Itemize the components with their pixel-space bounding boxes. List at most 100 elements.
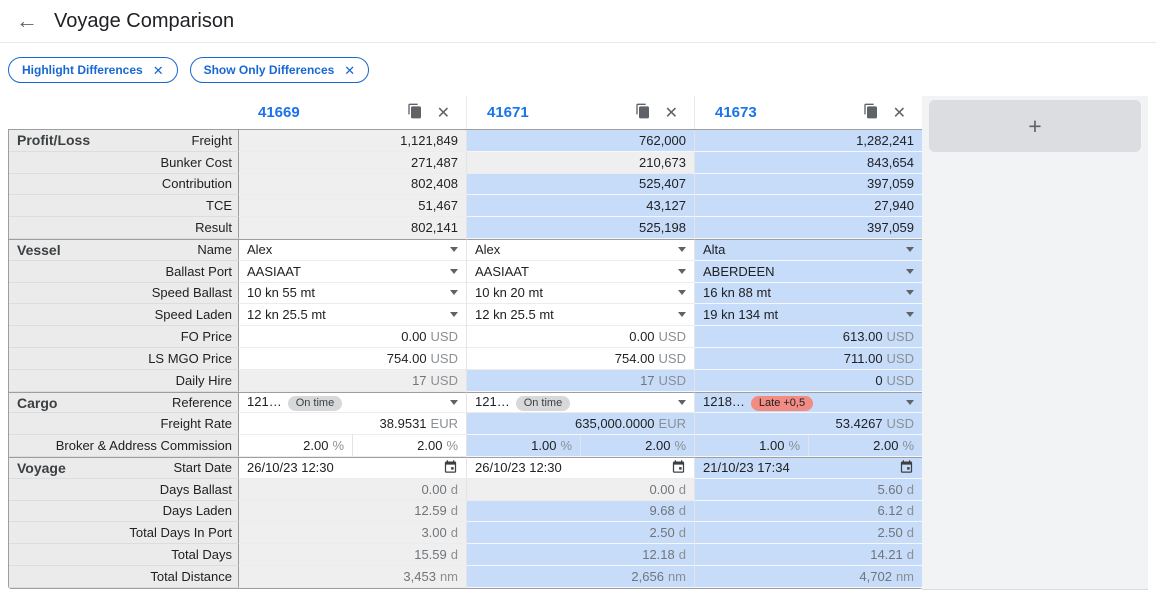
speed-laden-41669[interactable]: 12 kn 25.5 mt [238, 304, 466, 327]
late-badge: Late +0,5 [750, 396, 814, 412]
chevron-down-icon [450, 312, 458, 318]
value-text: 0.00 [421, 481, 447, 497]
row-label-text: Freight [191, 132, 232, 148]
fo-price-41673[interactable]: 613.00 USD [694, 326, 922, 348]
value-wrap: 14.21 d [703, 547, 914, 562]
speed-laden-41671[interactable]: 12 kn 25.5 mt [466, 304, 694, 327]
total-days-41669: 15.59 d [238, 544, 466, 566]
address-commission-41673[interactable]: 2.00% [808, 435, 922, 456]
chevron-down-icon [450, 247, 458, 253]
column-header-41671: 41671 ✕ [466, 96, 694, 129]
start-date-41669[interactable]: 26/10/23 12:30 [238, 456, 466, 479]
copy-column-button[interactable] [861, 101, 881, 124]
name-41671[interactable]: Alex [466, 238, 694, 261]
value-text: 14.21 [870, 547, 903, 563]
column-header-41673: 41673 ✕ [694, 96, 922, 129]
chip-highlight-differences[interactable]: Highlight Differences ✕ [8, 57, 178, 83]
speed-laden-41673[interactable]: 19 kn 134 mt [694, 304, 922, 327]
broker-commission-41673[interactable]: 1.00% [695, 435, 808, 456]
calendar-icon[interactable] [443, 459, 458, 477]
copy-column-button[interactable] [405, 101, 425, 124]
chip-show-only-differences-label: Show Only Differences [203, 63, 335, 77]
copy-column-button[interactable] [633, 101, 653, 124]
reference-41673[interactable]: 1218… Late +0,5 [694, 391, 922, 414]
chevron-down-icon [678, 399, 686, 405]
value-text: 397,059 [867, 220, 914, 236]
selected-value: ABERDEEN [703, 263, 775, 279]
daily-hire-41671: 17 USD [466, 369, 694, 392]
close-column-button[interactable]: ✕ [653, 101, 680, 125]
value-text: 2,656 [631, 568, 664, 584]
value-text: 802,408 [411, 176, 458, 192]
chevron-down-icon [906, 268, 914, 274]
chip-show-only-differences[interactable]: Show Only Differences ✕ [189, 57, 370, 83]
row-label-text: Speed Ballast [151, 285, 232, 301]
address-commission-41671[interactable]: 2.00% [580, 435, 694, 456]
close-column-button[interactable]: ✕ [881, 101, 908, 125]
calendar-icon[interactable] [671, 459, 686, 477]
chevron-down-icon [678, 268, 686, 274]
calendar-icon[interactable] [899, 459, 914, 477]
speed-ballast-41673[interactable]: 16 kn 88 mt [694, 282, 922, 305]
value-text: 53.4267 [835, 416, 883, 432]
comparison-column-headers: 41669 ✕ 41671 ✕ 41673 ✕ [238, 96, 922, 129]
broker-commission-41669[interactable]: 2.00% [239, 435, 352, 456]
close-column-button[interactable]: ✕ [425, 101, 452, 125]
speed-ballast-41669[interactable]: 10 kn 55 mt [238, 282, 466, 305]
ls-mgo-price-41669[interactable]: 754.00 USD [238, 347, 466, 370]
value-wrap: 397,059 [703, 176, 914, 191]
copy-icon [635, 103, 651, 122]
row-label-tce: TCE [9, 195, 238, 218]
broker-commission-41671[interactable]: 1.00% [467, 435, 580, 456]
row-label-ballast-port: Ballast Port [9, 260, 238, 283]
start-date-41671[interactable]: 26/10/23 12:30 [466, 456, 694, 479]
row-label-text: FO Price [180, 329, 232, 345]
reference-41671[interactable]: 121… On time [466, 391, 694, 414]
freight-41673: 1,282,241 [694, 130, 922, 152]
chip-highlight-differences-label: Highlight Differences [22, 63, 143, 77]
value-text: 1,282,241 [856, 132, 914, 148]
freight-rate-41671[interactable]: 635,000.0000 EUR [466, 413, 694, 436]
freight-rate-41669[interactable]: 38.9531 EUR [238, 413, 466, 436]
unit-label: % [446, 438, 458, 454]
row-label-total-days: Total Days [9, 544, 238, 566]
ls-mgo-price-41671[interactable]: 754.00 USD [466, 347, 694, 370]
speed-ballast-41671[interactable]: 10 kn 20 mt [466, 282, 694, 305]
ballast-port-41671[interactable]: AASIAAT [466, 260, 694, 283]
name-41673[interactable]: Alta [694, 238, 922, 261]
selected-value: Alex [475, 242, 501, 258]
value-wrap: 2.50 d [703, 525, 914, 540]
ls-mgo-price-41673[interactable]: 711.00 USD [694, 347, 922, 370]
value-text: 613.00 [842, 329, 883, 345]
fo-price-41669[interactable]: 0.00 USD [238, 326, 466, 348]
back-button[interactable]: ← [16, 8, 46, 34]
value-wrap: 754.00 USD [475, 351, 686, 366]
unit-label: USD [658, 329, 686, 345]
row-label-text: Total Days [171, 547, 232, 563]
unit-label: d [450, 547, 458, 563]
address-commission-41669[interactable]: 2.00% [352, 435, 466, 456]
selected-value: 121… On time [475, 394, 672, 412]
value-text: 1,121,849 [400, 132, 458, 148]
row-label-ls-mgo-price: LS MGO Price [9, 347, 238, 370]
value-text: 9.68 [649, 503, 675, 519]
column-id: 41673 [715, 104, 757, 121]
fo-price-41671[interactable]: 0.00 USD [466, 326, 694, 348]
unit-label: d [906, 503, 914, 519]
ballast-port-41673[interactable]: ABERDEEN [694, 260, 922, 283]
name-41669[interactable]: Alex [238, 238, 466, 261]
value-wrap: 525,198 [475, 220, 686, 235]
value-wrap: 0.00 USD [247, 329, 458, 344]
remove-filter-icon[interactable]: ✕ [344, 62, 356, 78]
remove-filter-icon[interactable]: ✕ [152, 62, 164, 78]
ballast-port-41669[interactable]: AASIAAT [238, 260, 466, 283]
freight-rate-41673[interactable]: 53.4267 USD [694, 413, 922, 436]
row-label-text: Total Days In Port [129, 525, 232, 541]
value-text: 1.00 [531, 438, 557, 454]
unit-label: USD [430, 372, 458, 388]
add-voyage-column-button[interactable]: + [929, 100, 1141, 152]
row-label-text: Speed Laden [154, 307, 232, 323]
reference-41669[interactable]: 121… On time [238, 391, 466, 414]
start-date-41673[interactable]: 21/10/23 17:34 [694, 456, 922, 479]
